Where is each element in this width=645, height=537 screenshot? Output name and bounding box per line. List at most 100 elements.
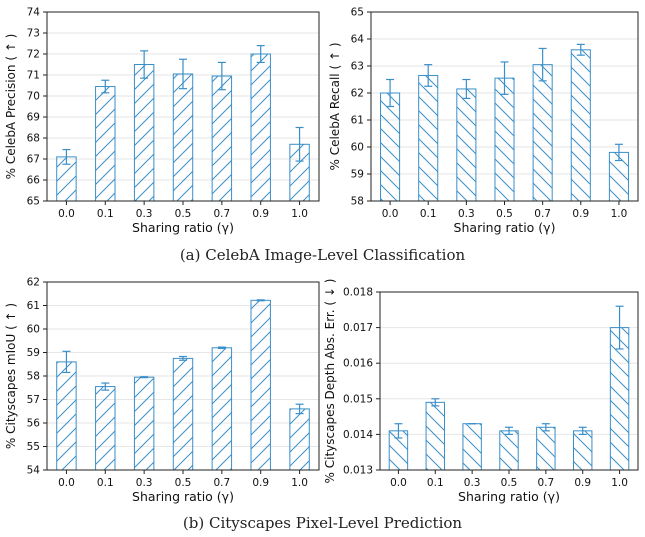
- bar: [133, 376, 155, 471]
- x-tick-label: 0.0: [390, 477, 407, 489]
- x-axis-label: Sharing ratio (γ): [132, 220, 234, 235]
- x-tick-label: 0.0: [382, 208, 399, 220]
- bar: [536, 426, 556, 471]
- bar: [172, 357, 194, 471]
- x-tick-label: 0.3: [136, 477, 153, 489]
- x-tick-label: 0.9: [572, 208, 589, 220]
- y-tick-label: 60: [27, 324, 40, 336]
- y-tick-label: 54: [27, 465, 41, 477]
- y-tick-label: 62: [351, 88, 364, 100]
- x-tick-label: 0.1: [427, 477, 444, 489]
- bar: [462, 423, 482, 471]
- celeba-precision-chart: 65 66 67 68 69 70 71 72 73 74 0.0 0.1 0.3 0.5 0.7 0.9 1.…: [4, 7, 320, 235]
- x-tick-label: 0.3: [458, 208, 475, 220]
- axes-frame: [370, 11, 639, 202]
- y-tick-label: 59: [27, 347, 40, 359]
- x-tick-label: 0.1: [97, 208, 114, 220]
- bar: [425, 401, 446, 471]
- bar: [250, 53, 271, 202]
- y-axis-label: % Cityscapes Depth Abs. Err. ( ↓ ): [323, 279, 337, 484]
- x-tick-label: 1.0: [611, 208, 628, 220]
- x-tick-label: 0.1: [420, 208, 437, 220]
- y-tick-label: 67: [27, 154, 40, 166]
- y-tick-label: 0.013: [343, 465, 373, 477]
- y-axis-label: % CelebA Precision ( ↑ ): [4, 34, 18, 180]
- x-tick-label: 0.9: [252, 208, 269, 220]
- bar: [499, 430, 519, 471]
- x-axis-label: Sharing ratio (γ): [132, 489, 234, 504]
- y-tick-label: 60: [351, 142, 364, 154]
- y-tick-label: 0.015: [343, 393, 373, 405]
- x-tick-label: 0.7: [538, 477, 555, 489]
- y-tick-label: 62: [27, 277, 40, 289]
- y-tick-label: 74: [27, 7, 41, 19]
- x-tick-label: 0.3: [136, 208, 153, 220]
- y-tick-label: 0.014: [343, 429, 373, 441]
- y-tick-label: 56: [27, 418, 41, 430]
- bar: [456, 88, 477, 202]
- x-tick-label: 1.0: [291, 477, 308, 489]
- bar: [573, 430, 593, 471]
- y-tick-label: 65: [27, 196, 40, 208]
- x-tick-label: 0.9: [574, 477, 591, 489]
- y-axis-label: % CelebA Recall ( ↑ ): [328, 43, 342, 171]
- bar: [380, 92, 401, 202]
- y-tick-label: 66: [27, 175, 41, 187]
- y-tick-label: 61: [27, 300, 40, 312]
- caption-cityscapes: (b) Cityscapes Pixel-Level Prediction: [182, 514, 463, 532]
- bar: [95, 386, 116, 471]
- y-tick-label: 69: [27, 112, 40, 124]
- bar: [56, 361, 77, 471]
- x-tick-label: 1.0: [291, 208, 308, 220]
- bar: [133, 64, 155, 202]
- x-tick-label: 0.1: [97, 477, 114, 489]
- bar: [494, 77, 515, 202]
- y-tick-label: 57: [27, 394, 40, 406]
- bar: [211, 347, 233, 471]
- y-tick-label: 59: [351, 169, 364, 181]
- x-tick-label: 0.5: [175, 477, 192, 489]
- axes-frame: [46, 281, 320, 471]
- y-tick-label: 55: [27, 441, 40, 453]
- x-tick-label: 1.0: [611, 477, 628, 489]
- bar: [95, 86, 116, 202]
- celeba-recall-chart: 58 59 60 61 62 63 64 65 0.0 0.1 0.3 0.5 0.7 0.9 1.0 Sha…: [328, 7, 639, 235]
- x-tick-label: 0.0: [58, 208, 75, 220]
- bar: [418, 74, 439, 202]
- x-tick-label: 0.7: [214, 477, 231, 489]
- caption-celeba: (a) CelebA Image-Level Classification: [179, 246, 466, 264]
- y-tick-label: 0.018: [343, 287, 373, 299]
- bar: [250, 299, 271, 471]
- x-tick-label: 0.5: [496, 208, 513, 220]
- y-tick-label: 70: [27, 91, 40, 103]
- y-tick-label: 58: [351, 196, 364, 208]
- bar: [532, 64, 553, 202]
- axes-frame: [379, 291, 639, 471]
- bar: [570, 49, 591, 202]
- y-tick-label: 73: [27, 28, 40, 40]
- y-tick-label: 72: [27, 49, 40, 61]
- bar: [211, 75, 233, 202]
- cityscapes-miou-chart: 54 55 56 57 58 59 60 61 62 0.0 0.1 0.3 0.5 0.7 0.9 1.0 S…: [4, 277, 320, 504]
- bar: [289, 408, 310, 471]
- y-tick-label: 0.016: [343, 358, 373, 370]
- x-tick-label: 0.0: [58, 477, 75, 489]
- bar: [172, 73, 194, 202]
- y-tick-label: 64: [351, 34, 365, 46]
- x-axis-label: Sharing ratio (γ): [454, 220, 556, 235]
- cityscapes-depth-error-chart: 0.013 0.014 0.015 0.016 0.017 0.018 0.0 0.1 0.3 0…: [323, 279, 639, 504]
- x-tick-label: 0.7: [534, 208, 551, 220]
- y-axis-label: % Cityscapes mIoU ( ↑ ): [4, 303, 18, 449]
- y-tick-label: 61: [351, 115, 364, 127]
- x-tick-label: 0.9: [252, 477, 269, 489]
- y-tick-label: 63: [351, 61, 364, 73]
- y-tick-label: 65: [351, 7, 364, 19]
- y-tick-label: 68: [27, 133, 40, 145]
- x-tick-label: 0.7: [214, 208, 231, 220]
- x-tick-label: 0.5: [175, 208, 192, 220]
- y-tick-label: 71: [27, 70, 40, 82]
- x-tick-label: 0.3: [464, 477, 481, 489]
- y-tick-label: 58: [27, 371, 40, 383]
- y-tick-label: 0.017: [343, 322, 373, 334]
